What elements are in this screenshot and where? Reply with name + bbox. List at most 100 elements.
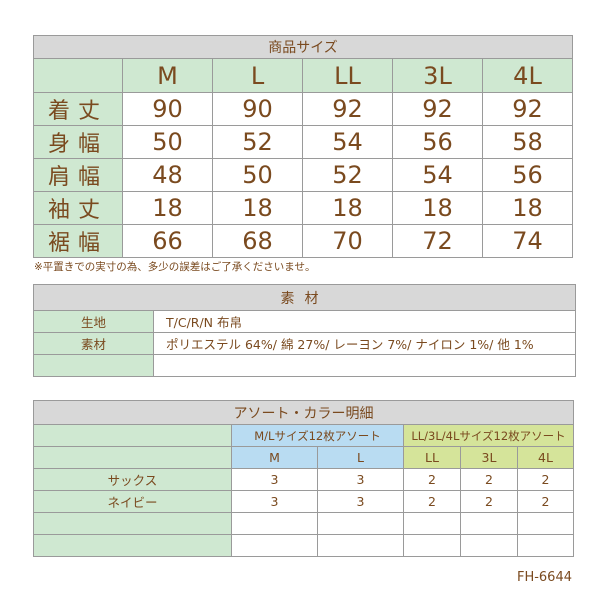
table-title: 商品サイズ — [33, 35, 573, 59]
color-label — [33, 512, 232, 535]
size-header: M — [122, 58, 213, 93]
row-label: 身幅 — [33, 125, 123, 159]
size-header: LL — [403, 446, 461, 469]
measurement-cell: 68 — [212, 224, 303, 258]
measurement-cell: 74 — [482, 224, 573, 258]
quantity-cell — [231, 512, 318, 535]
measurement-cell: 18 — [212, 191, 303, 225]
row-label: 素材 — [33, 332, 154, 355]
quantity-cell: 3 — [317, 468, 404, 491]
table-row: 肩幅 48 50 52 54 56 — [33, 158, 573, 192]
table-row: 身幅 50 52 54 56 58 — [33, 125, 573, 159]
material-value: ポリエステル 64%/ 綿 27%/ レーヨン 7%/ ナイロン 1%/ 他 1… — [153, 332, 576, 355]
measurement-cell: 90 — [122, 92, 213, 126]
measurement-cell: 18 — [302, 191, 393, 225]
measurement-cell: 48 — [122, 158, 213, 192]
material-value — [153, 354, 576, 377]
measurement-cell: 18 — [122, 191, 213, 225]
corner-cell — [33, 424, 232, 447]
row-label: 肩幅 — [33, 158, 123, 192]
size-header: 3L — [460, 446, 518, 469]
row-label: 袖丈 — [33, 191, 123, 225]
measurement-cell: 54 — [392, 158, 483, 192]
measurement-cell: 52 — [212, 125, 303, 159]
table-row: ネイビー 3 3 2 2 2 — [33, 490, 574, 513]
measurement-cell: 50 — [212, 158, 303, 192]
measurement-cell: 18 — [482, 191, 573, 225]
group-header-row: M/Lサイズ12枚アソート LL/3L/4Lサイズ12枚アソート — [33, 424, 574, 447]
row-label — [33, 354, 154, 377]
table-row — [33, 534, 574, 557]
material-value: T/C/R/N 布帛 — [153, 310, 576, 333]
measurement-cell: 50 — [122, 125, 213, 159]
quantity-cell — [403, 512, 461, 535]
table-row: 裾幅 66 68 70 72 74 — [33, 224, 573, 258]
quantity-cell — [460, 512, 518, 535]
color-label — [33, 534, 232, 557]
table-row: サックス 3 3 2 2 2 — [33, 468, 574, 491]
size-header: 3L — [392, 58, 483, 93]
size-header-row: M L LL 3L 4L — [33, 58, 573, 93]
quantity-cell: 2 — [460, 468, 518, 491]
row-label: 生地 — [33, 310, 154, 333]
size-header: 4L — [517, 446, 574, 469]
color-label: サックス — [33, 468, 232, 491]
size-header: 4L — [482, 58, 573, 93]
measurement-cell: 54 — [302, 125, 393, 159]
measurement-cell: 18 — [392, 191, 483, 225]
table-title-row: 素材 — [33, 284, 576, 311]
color-label: ネイビー — [33, 490, 232, 513]
quantity-cell — [517, 534, 574, 557]
row-label: 着丈 — [33, 92, 123, 126]
quantity-cell: 2 — [517, 468, 574, 491]
size-header: L — [317, 446, 404, 469]
measurement-cell: 92 — [482, 92, 573, 126]
corner-cell — [33, 58, 123, 93]
table-title: 素材 — [33, 284, 576, 311]
measurement-cell: 58 — [482, 125, 573, 159]
row-label: 裾幅 — [33, 224, 123, 258]
size-header-row: M L LL 3L 4L — [33, 446, 574, 469]
quantity-cell — [403, 534, 461, 557]
quantity-cell: 3 — [231, 490, 318, 513]
quantity-cell: 2 — [403, 490, 461, 513]
corner-cell — [33, 446, 232, 469]
quantity-cell: 2 — [403, 468, 461, 491]
table-title-row: アソート・カラー明細 — [33, 400, 574, 425]
quantity-cell — [460, 534, 518, 557]
assortment-table: アソート・カラー明細 M/Lサイズ12枚アソート LL/3L/4Lサイズ12枚アソー… — [33, 400, 574, 557]
table-row: 着丈 90 90 92 92 92 — [33, 92, 573, 126]
quantity-cell: 2 — [460, 490, 518, 513]
measurement-cell: 92 — [302, 92, 393, 126]
size-table: 商品サイズ M L LL 3L 4L 着丈 90 90 92 92 92 身幅 50 52 54 56 58 肩幅 4… — [33, 35, 573, 258]
quantity-cell: 3 — [231, 468, 318, 491]
measurement-cell: 72 — [392, 224, 483, 258]
quantity-cell: 2 — [517, 490, 574, 513]
material-table: 素材 生地 T/C/R/N 布帛 素材 ポリエステル 64%/ 綿 27%/ レーヨン … — [33, 284, 576, 377]
size-header: LL — [302, 58, 393, 93]
table-row: 袖丈 18 18 18 18 18 — [33, 191, 573, 225]
quantity-cell — [317, 512, 404, 535]
table-title-row: 商品サイズ — [33, 35, 573, 59]
group-header: LL/3L/4Lサイズ12枚アソート — [403, 424, 574, 447]
measurement-cell: 92 — [392, 92, 483, 126]
measurement-cell: 56 — [482, 158, 573, 192]
table-row — [33, 512, 574, 535]
size-header: M — [231, 446, 318, 469]
quantity-cell — [517, 512, 574, 535]
table-row: 生地 T/C/R/N 布帛 — [33, 310, 576, 333]
measurement-cell: 56 — [392, 125, 483, 159]
measurement-cell: 70 — [302, 224, 393, 258]
group-header: M/Lサイズ12枚アソート — [231, 424, 404, 447]
table-row — [33, 354, 576, 377]
measurement-cell: 90 — [212, 92, 303, 126]
quantity-cell: 3 — [317, 490, 404, 513]
quantity-cell — [231, 534, 318, 557]
measurement-cell: 66 — [122, 224, 213, 258]
product-code: FH-6644 — [516, 570, 572, 585]
measurement-note: ※平置きでの実寸の為、多少の誤差はご了承くださいませ。 — [34, 261, 316, 273]
table-row: 素材 ポリエステル 64%/ 綿 27%/ レーヨン 7%/ ナイロン 1%/ 他… — [33, 332, 576, 355]
quantity-cell — [317, 534, 404, 557]
measurement-cell: 52 — [302, 158, 393, 192]
size-header: L — [212, 58, 303, 93]
